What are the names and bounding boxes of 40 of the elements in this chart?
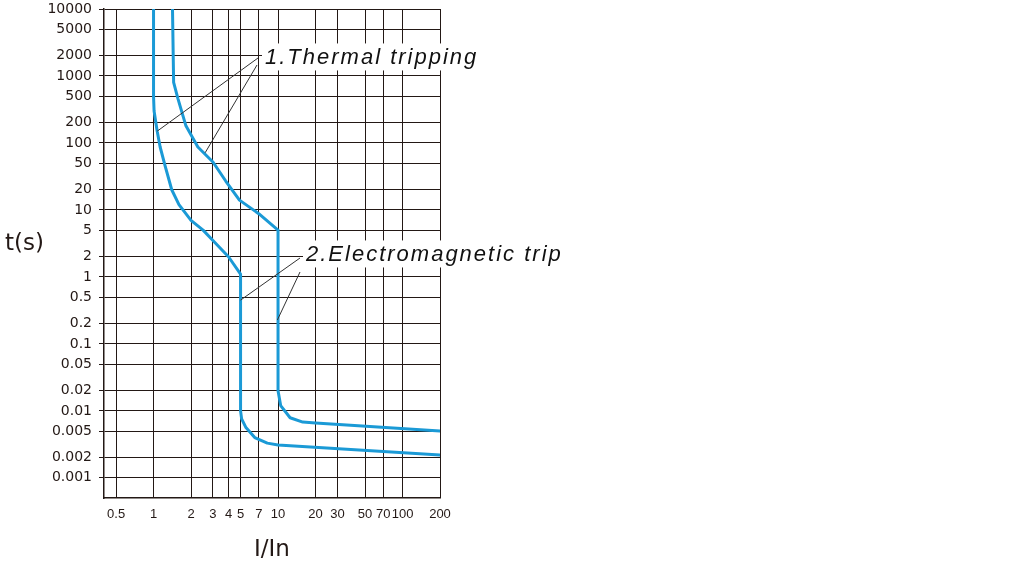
x-tick-label: 10 xyxy=(270,506,286,522)
x-tick-label: 200 xyxy=(429,506,451,522)
y-tick-label: 0.2 xyxy=(69,314,92,331)
x-tick-label: 0.5 xyxy=(107,506,126,522)
y-tick-label: 50 xyxy=(74,153,92,170)
y-tick-label: 10000 xyxy=(47,0,92,16)
x-tick-label: 5 xyxy=(236,506,245,522)
y-tick-label: 1000 xyxy=(56,66,92,83)
x-tick-label: 3 xyxy=(209,506,217,522)
y-tick-label: 100 xyxy=(65,133,92,150)
x-tick-label: 4 xyxy=(224,506,233,522)
x-tick-label: 7 xyxy=(255,506,263,522)
y-tick-label: 5 xyxy=(83,220,92,237)
y-tick-label: 0.5 xyxy=(69,287,92,304)
x-tick-label: 1 xyxy=(149,506,158,522)
y-tick-label: 0.05 xyxy=(60,354,92,371)
y-tick-label: 0.1 xyxy=(69,334,92,351)
y-tick-label: 0.005 xyxy=(51,421,92,438)
x-tick-label: 2 xyxy=(187,506,195,522)
y-axis-title: t(s) xyxy=(5,228,44,255)
y-tick-label: 0.002 xyxy=(51,448,92,465)
y-tick-label: 10 xyxy=(74,200,92,217)
y-tick-label: 2 xyxy=(83,247,92,264)
annotation: 2.Electromagnetic trip xyxy=(303,240,566,268)
y-tick-label: 20 xyxy=(74,180,92,197)
y-tick-label: 500 xyxy=(65,86,92,103)
y-tick-label: 0.01 xyxy=(60,401,92,418)
x-tick-label: 70 xyxy=(376,506,391,522)
annotation: 1.Thermal tripping xyxy=(262,43,482,71)
x-tick-label: 30 xyxy=(330,506,345,522)
x-tick-label: 20 xyxy=(308,506,323,522)
y-tick-label: 1 xyxy=(83,267,92,284)
x-tick-label: 100 xyxy=(391,506,414,522)
x-axis-title: I/In xyxy=(254,534,290,561)
y-tick-label: 0.001 xyxy=(51,468,92,485)
y-tick-label: 5000 xyxy=(56,19,92,36)
x-tick-label: 50 xyxy=(357,506,373,522)
y-tick-label: 0.02 xyxy=(60,381,92,398)
y-tick-label: 2000 xyxy=(56,46,92,63)
y-tick-label: 200 xyxy=(65,113,92,130)
